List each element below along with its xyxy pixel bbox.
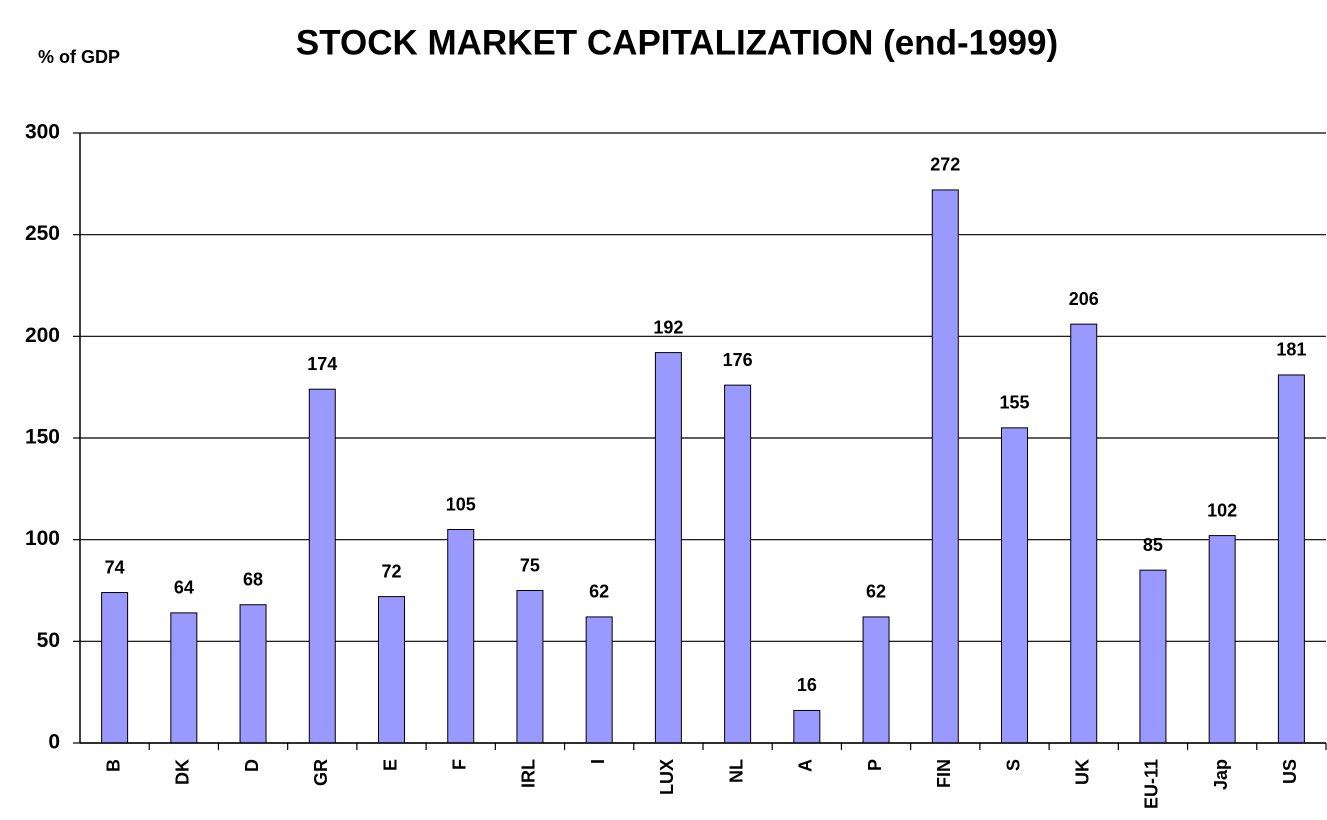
- bar: [1139, 569, 1167, 744]
- bar: [308, 388, 336, 744]
- x-tick-label: I: [588, 759, 608, 764]
- value-label: 176: [723, 350, 753, 370]
- x-tick-label: LUX: [657, 759, 677, 795]
- bar: [101, 592, 129, 744]
- x-tick-label: GR: [311, 759, 331, 786]
- value-label: 74: [105, 557, 125, 577]
- bar: [1070, 323, 1098, 744]
- x-tick-label: UK: [1072, 759, 1092, 785]
- bar: [516, 590, 544, 744]
- value-label: 64: [174, 578, 194, 598]
- y-tick-label: 150: [25, 426, 60, 449]
- value-label: 68: [243, 569, 263, 589]
- value-label: 85: [1143, 535, 1163, 555]
- x-tick-label: DK: [173, 759, 193, 785]
- value-label: 62: [589, 582, 609, 602]
- y-tick-label: 100: [25, 527, 60, 550]
- chart-title: STOCK MARKET CAPITALIZATION (end-1999): [296, 23, 1058, 62]
- bar: [239, 604, 267, 744]
- y-axis-label: % of GDP: [38, 47, 120, 67]
- y-tick-label: 0: [48, 731, 60, 754]
- value-label: 155: [999, 393, 1029, 413]
- value-label: 102: [1207, 500, 1237, 520]
- value-label: 72: [381, 561, 401, 581]
- x-tick-label: US: [1280, 759, 1300, 784]
- value-label: 206: [1069, 289, 1099, 309]
- value-label: 174: [307, 354, 337, 374]
- x-tick-label: P: [865, 759, 885, 771]
- y-tick-label: 50: [37, 629, 60, 652]
- value-label: 62: [866, 582, 886, 602]
- value-label: 16: [797, 675, 817, 695]
- bar: [862, 616, 890, 744]
- y-tick-label: 300: [25, 121, 60, 144]
- bar: [1277, 374, 1305, 744]
- bar: [585, 616, 613, 744]
- bar: [1001, 427, 1028, 744]
- y-tick-label: 200: [25, 324, 60, 347]
- bar: [793, 709, 821, 744]
- value-label: 192: [653, 317, 683, 337]
- x-tick-label: S: [1003, 759, 1023, 771]
- value-label: 105: [446, 494, 476, 514]
- x-tick-label: IRL: [519, 759, 539, 788]
- x-tick-label: A: [796, 759, 816, 772]
- x-tick-label: B: [103, 759, 123, 772]
- x-tick-label: FIN: [934, 759, 954, 788]
- bar: [654, 352, 682, 744]
- value-label: 75: [520, 555, 540, 575]
- value-label: 181: [1276, 340, 1306, 360]
- bar: [447, 529, 475, 744]
- bar: [1208, 535, 1236, 744]
- bar: [724, 384, 752, 744]
- bar: [931, 189, 959, 744]
- x-tick-label: Jap: [1211, 759, 1231, 790]
- value-label: 272: [930, 155, 960, 175]
- x-tick-label: E: [380, 759, 400, 771]
- x-tick-label: NL: [726, 759, 746, 783]
- x-tick-label: F: [449, 759, 469, 770]
- x-tick-label: EU-11: [1142, 759, 1162, 809]
- y-tick-label: 250: [25, 222, 60, 245]
- bar: [378, 596, 405, 744]
- bar: [170, 612, 198, 744]
- x-tick-label: D: [242, 759, 262, 772]
